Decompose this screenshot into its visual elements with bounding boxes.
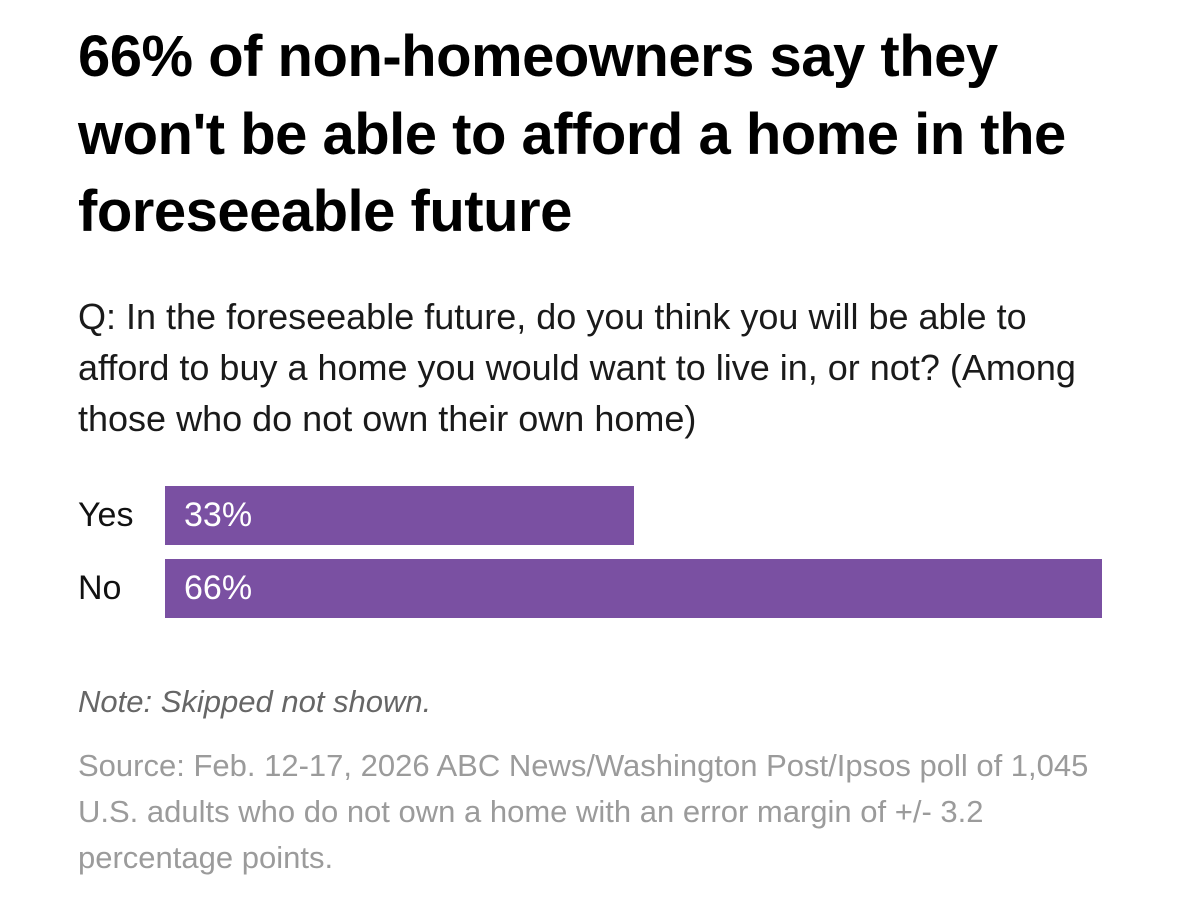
source-text: Source: Feb. 12-17, 2026 ABC News/Washin…	[78, 747, 1089, 875]
bar-yes: 33%	[165, 486, 634, 546]
category-label-no: No	[78, 569, 122, 608]
bar-track-no: 66%	[165, 559, 1102, 619]
value-label-yes: 33%	[184, 496, 253, 535]
category-label-yes: Yes	[78, 496, 134, 535]
value-label-no: 66%	[184, 569, 253, 608]
chart-title: 66% of non-homeowners say they won't be …	[78, 24, 1066, 245]
bar-track-yes: 33%	[165, 486, 1102, 546]
note-text: Note: Skipped not shown.	[78, 684, 432, 720]
bar-no: 66%	[165, 559, 1102, 619]
chart-question-subtitle: Q: In the foreseeable future, do you thi…	[78, 296, 1076, 440]
bar-chart: Yes 33% No 66%	[78, 486, 1102, 619]
bar-row-no: No 66%	[78, 559, 1102, 619]
bar-row-yes: Yes 33%	[78, 486, 1102, 546]
